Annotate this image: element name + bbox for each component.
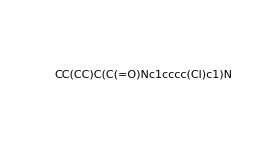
Text: CC(CC)C(C(=O)Nc1cccc(Cl)c1)N: CC(CC)C(C(=O)Nc1cccc(Cl)c1)N (54, 69, 232, 79)
